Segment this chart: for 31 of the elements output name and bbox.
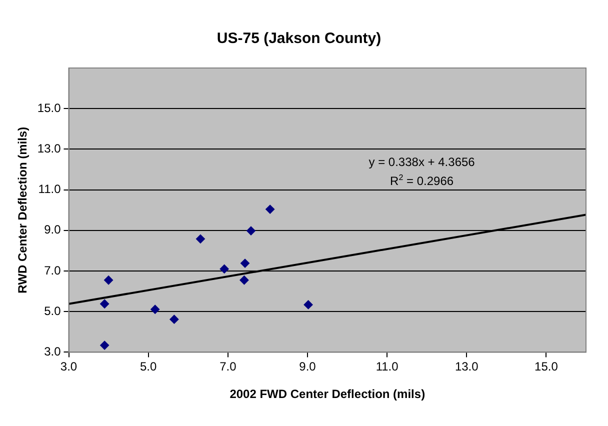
x-tick-label: 13.0 xyxy=(454,360,479,374)
y-tick-label: 9.0 xyxy=(44,222,62,237)
x-tick-label: 9.0 xyxy=(299,360,316,374)
point xyxy=(240,276,249,285)
point xyxy=(104,276,114,285)
y-tick-label: 11.0 xyxy=(38,182,62,196)
x-tick-label: 7.0 xyxy=(220,360,237,374)
point xyxy=(196,234,205,244)
point xyxy=(304,300,313,310)
chart-title: US-75 (Jakson County) xyxy=(216,30,382,48)
x-tick-label: 11.0 xyxy=(376,360,399,374)
point xyxy=(100,340,110,350)
x-tick-label: 3.0 xyxy=(60,360,78,374)
annotation: R$^{2}$ = 0.2966 xyxy=(389,172,455,190)
y-tick-label: 13.0 xyxy=(37,142,62,156)
point xyxy=(220,264,229,274)
y-tick-label: 15.0 xyxy=(37,100,62,115)
point xyxy=(240,258,250,268)
x-tick-label: 5.0 xyxy=(140,360,157,374)
x-axis-title: 2002 FWD Center Deflection (mils) xyxy=(230,387,426,402)
y-tick-label: 7.0 xyxy=(44,263,62,278)
y-tick-label: 5.0 xyxy=(44,304,62,318)
point xyxy=(170,314,179,324)
x-tick-label: 15.0 xyxy=(534,360,558,374)
point xyxy=(246,226,256,236)
point xyxy=(100,299,110,308)
point xyxy=(150,304,160,314)
annotation: y = 0.338x + 4.3656 xyxy=(368,154,475,172)
point xyxy=(266,204,275,214)
y-tick-label: 3.0 xyxy=(44,344,62,359)
y-axis-title: RWD Center Deflection (mils) xyxy=(16,126,30,294)
